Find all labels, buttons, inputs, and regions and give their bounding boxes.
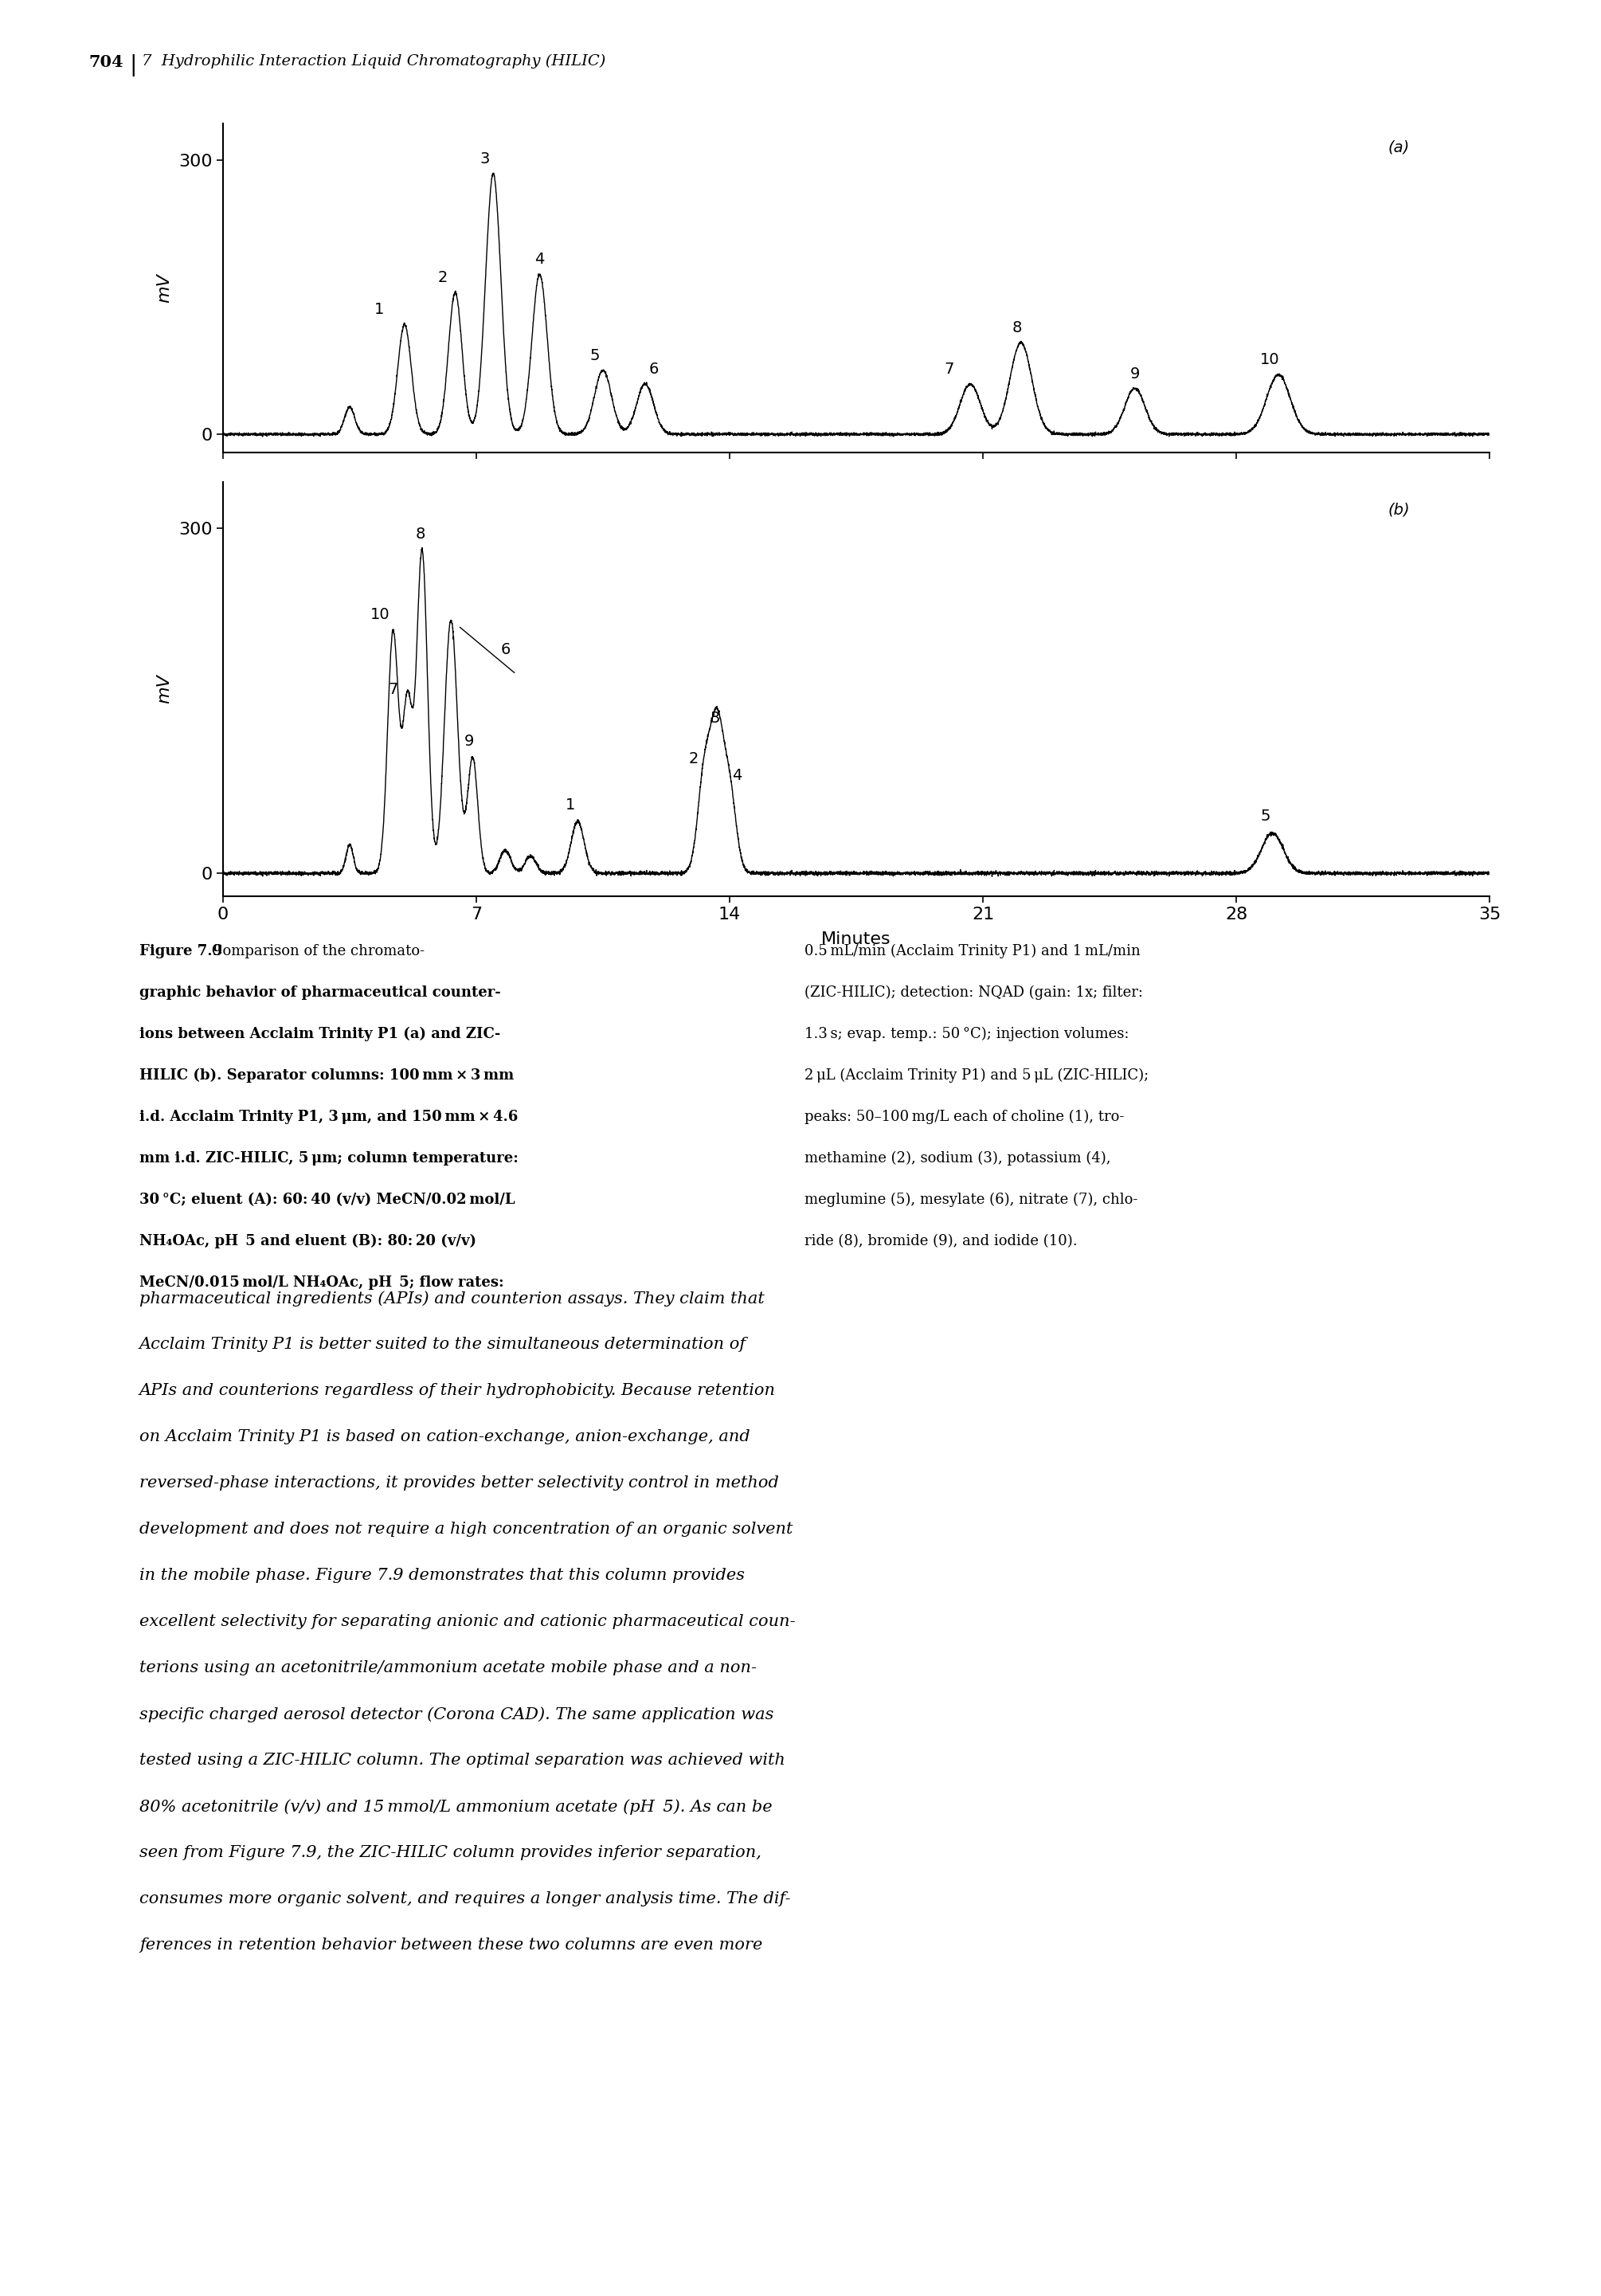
Text: pharmaceutical ingredients (APIs) and counterion assays. They claim that: pharmaceutical ingredients (APIs) and co… <box>139 1290 764 1306</box>
Text: specific charged aerosol detector (Corona CAD). The same application was: specific charged aerosol detector (Coron… <box>139 1706 773 1722</box>
Text: seen from Figure 7.9, the ZIC-HILIC column provides inferior separation,: seen from Figure 7.9, the ZIC-HILIC colu… <box>139 1846 762 1860</box>
Text: reversed-phase interactions, it provides better selectivity control in method: reversed-phase interactions, it provides… <box>139 1476 780 1490</box>
Text: NH₄OAc, pH 5 and eluent (B): 80: 20 (v/v): NH₄OAc, pH 5 and eluent (B): 80: 20 (v/v… <box>139 1233 477 1249</box>
Text: 7: 7 <box>387 682 399 698</box>
Text: 2: 2 <box>437 271 447 285</box>
Text: (a): (a) <box>1388 140 1410 156</box>
Text: 7  Hydrophilic Interaction Liquid Chromatography (HILIC): 7 Hydrophilic Interaction Liquid Chromat… <box>142 55 605 69</box>
Text: 2: 2 <box>688 751 698 767</box>
Text: HILIC (b). Separator columns: 100 mm × 3 mm: HILIC (b). Separator columns: 100 mm × 3… <box>139 1068 514 1084</box>
Text: peaks: 50–100 mg/L each of choline (1), tro-: peaks: 50–100 mg/L each of choline (1), … <box>804 1109 1124 1125</box>
Y-axis label: mV: mV <box>155 273 171 303</box>
Text: meglumine (5), mesylate (6), nitrate (7), chlo-: meglumine (5), mesylate (6), nitrate (7)… <box>804 1192 1138 1208</box>
Text: 5: 5 <box>589 347 599 363</box>
Text: mm i.d. ZIC-HILIC, 5 μm; column temperature:: mm i.d. ZIC-HILIC, 5 μm; column temperat… <box>139 1150 519 1166</box>
Text: in the mobile phase. Figure 7.9 demonstrates that this column provides: in the mobile phase. Figure 7.9 demonstr… <box>139 1568 744 1582</box>
Text: 704: 704 <box>88 55 123 71</box>
Text: consumes more organic solvent, and requires a longer analysis time. The dif-: consumes more organic solvent, and requi… <box>139 1892 791 1906</box>
Text: on Acclaim Trinity P1 is based on cation-exchange, anion-exchange, and: on Acclaim Trinity P1 is based on cation… <box>139 1428 751 1444</box>
Text: (ZIC-HILIC); detection: NQAD (gain: 1x; filter:: (ZIC-HILIC); detection: NQAD (gain: 1x; … <box>804 985 1143 1001</box>
Text: 10: 10 <box>370 606 391 622</box>
Text: 0.5 mL/min (Acclaim Trinity P1) and 1 mL/min: 0.5 mL/min (Acclaim Trinity P1) and 1 mL… <box>804 944 1140 960</box>
Text: methamine (2), sodium (3), potassium (4),: methamine (2), sodium (3), potassium (4)… <box>804 1150 1111 1166</box>
Text: graphic behavior of pharmaceutical counter-: graphic behavior of pharmaceutical count… <box>139 985 501 999</box>
Y-axis label: mV: mV <box>155 675 171 705</box>
Text: 10: 10 <box>1260 351 1279 367</box>
Text: 6: 6 <box>501 643 511 657</box>
Text: excellent selectivity for separating anionic and cationic pharmaceutical coun-: excellent selectivity for separating ani… <box>139 1614 796 1630</box>
Text: 2 μL (Acclaim Trinity P1) and 5 μL (ZIC-HILIC);: 2 μL (Acclaim Trinity P1) and 5 μL (ZIC-… <box>804 1068 1150 1084</box>
Text: development and does not require a high concentration of an organic solvent: development and does not require a high … <box>139 1522 792 1536</box>
Text: |: | <box>130 55 136 76</box>
Text: APIs and counterions regardless of their hydrophobicity. Because retention: APIs and counterions regardless of their… <box>139 1382 776 1398</box>
Text: tested using a ZIC-HILIC column. The optimal separation was achieved with: tested using a ZIC-HILIC column. The opt… <box>139 1752 784 1768</box>
Text: 1.3 s; evap. temp.: 50 °C); injection volumes:: 1.3 s; evap. temp.: 50 °C); injection vo… <box>804 1026 1129 1042</box>
Text: Figure 7.9: Figure 7.9 <box>139 944 223 957</box>
Text: Comparison of the chromato-: Comparison of the chromato- <box>207 944 424 957</box>
Text: 9: 9 <box>464 735 474 748</box>
Text: ferences in retention behavior between these two columns are even more: ferences in retention behavior between t… <box>139 1938 762 1952</box>
Text: 4: 4 <box>535 253 544 266</box>
Text: 6: 6 <box>648 360 658 377</box>
Text: 3: 3 <box>480 152 490 165</box>
Text: 5: 5 <box>1260 808 1270 824</box>
Text: 30 °C; eluent (A): 60: 40 (v/v) MeCN/0.02 mol/L: 30 °C; eluent (A): 60: 40 (v/v) MeCN/0.0… <box>139 1192 516 1208</box>
Text: 7: 7 <box>945 360 954 377</box>
Text: 80% acetonitrile (v/v) and 15 mmol/L ammonium acetate (pH 5). As can be: 80% acetonitrile (v/v) and 15 mmol/L amm… <box>139 1798 772 1814</box>
Text: 9: 9 <box>1130 365 1140 381</box>
Text: i.d. Acclaim Trinity P1, 3 μm, and 150 mm × 4.6: i.d. Acclaim Trinity P1, 3 μm, and 150 m… <box>139 1109 519 1125</box>
Text: ions between Acclaim Trinity P1 (a) and ZIC-: ions between Acclaim Trinity P1 (a) and … <box>139 1026 501 1042</box>
Text: 8: 8 <box>1012 321 1021 335</box>
Text: (b): (b) <box>1388 503 1410 519</box>
Text: ride (8), bromide (9), and iodide (10).: ride (8), bromide (9), and iodide (10). <box>804 1233 1077 1249</box>
Text: terions using an acetonitrile/ammonium acetate mobile phase and a non-: terions using an acetonitrile/ammonium a… <box>139 1660 757 1676</box>
Text: MeCN/0.015 mol/L NH₄OAc, pH 5; flow rates:: MeCN/0.015 mol/L NH₄OAc, pH 5; flow rate… <box>139 1277 504 1290</box>
Text: 4: 4 <box>732 769 741 783</box>
Text: Acclaim Trinity P1 is better suited to the simultaneous determination of: Acclaim Trinity P1 is better suited to t… <box>139 1336 746 1352</box>
Text: 1: 1 <box>375 303 384 317</box>
Text: 1: 1 <box>565 797 575 813</box>
Text: 3: 3 <box>711 712 720 726</box>
X-axis label: Minutes: Minutes <box>821 932 892 948</box>
Text: 8: 8 <box>415 526 426 542</box>
